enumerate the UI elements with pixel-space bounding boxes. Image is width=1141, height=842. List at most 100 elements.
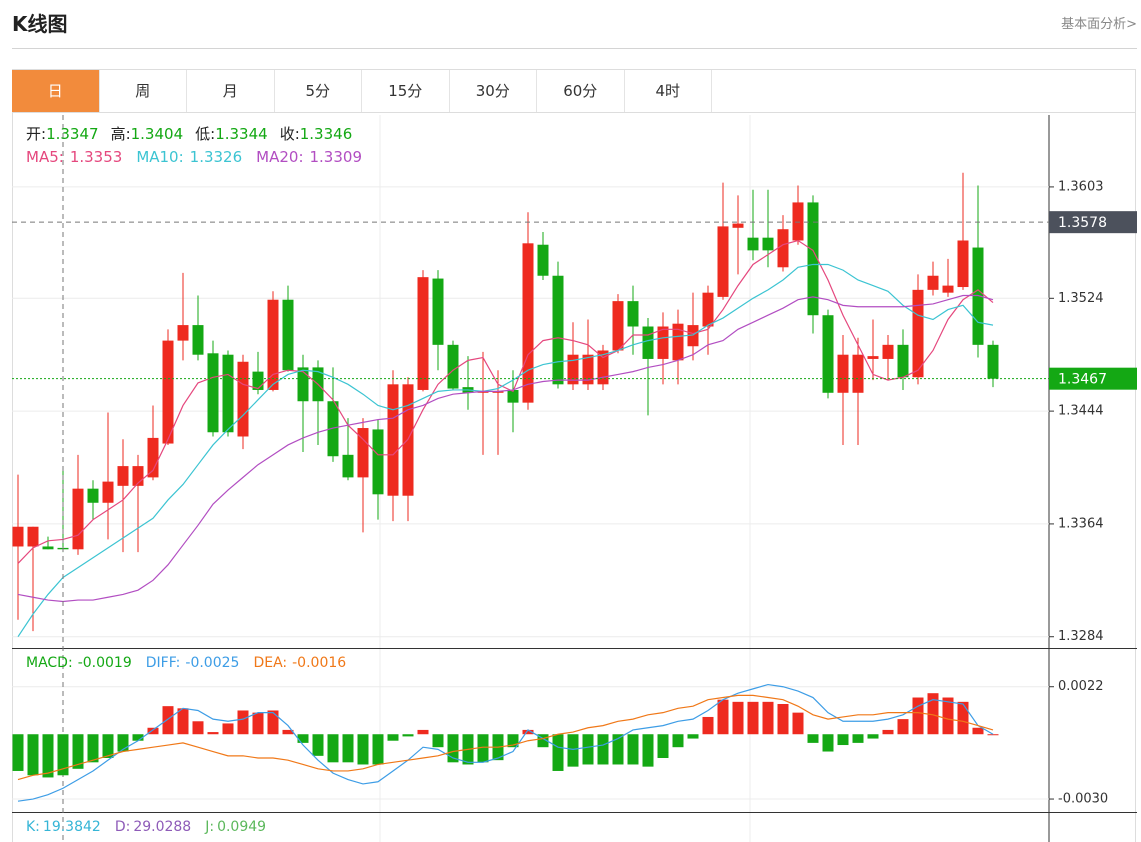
candle-body <box>252 371 264 390</box>
period-tab[interactable]: 4时 <box>625 70 712 112</box>
fundamental-link[interactable]: 基本面分析> <box>1061 17 1137 32</box>
candle-body <box>672 323 684 361</box>
period-tab[interactable]: 30分 <box>450 70 537 112</box>
page-title: K线图 <box>12 12 68 36</box>
macd-bar <box>12 734 24 771</box>
macd-bar <box>567 734 579 767</box>
candle-body <box>12 526 24 547</box>
candle-body <box>162 340 174 444</box>
candle-body <box>927 275 939 290</box>
period-tab[interactable]: 周 <box>100 70 187 112</box>
kdj-key: D: <box>115 819 131 835</box>
divider <box>12 48 1137 49</box>
crosshair-box <box>1049 211 1137 234</box>
candle-body <box>597 350 609 385</box>
macd-bar <box>552 734 564 771</box>
candle-body <box>237 361 249 437</box>
macd-value: -0.0025 <box>185 655 239 671</box>
ma-value: 1.3326 <box>190 148 243 166</box>
period-tab[interactable]: 5分 <box>275 70 362 112</box>
macd-bar <box>612 734 624 765</box>
kdj-value: 29.0288 <box>133 819 191 835</box>
candle-body <box>117 466 129 486</box>
candle-body <box>717 226 729 297</box>
candle-body <box>447 344 459 389</box>
candle-body <box>207 353 219 433</box>
candle-body <box>912 289 924 378</box>
ohlc-value: 1.3347 <box>46 125 99 143</box>
candle-body <box>342 454 354 478</box>
candle-body <box>27 526 39 547</box>
period-tab[interactable]: 日 <box>12 70 100 112</box>
ohlc-value: 1.3346 <box>300 125 353 143</box>
macd-bar <box>162 706 174 735</box>
macd-bar <box>852 734 864 743</box>
macd-bar <box>237 710 249 735</box>
macd-bar <box>912 697 924 735</box>
macd-value: -0.0019 <box>78 655 132 671</box>
candle-body <box>702 292 714 327</box>
candle-body <box>972 247 984 345</box>
macd-bar <box>297 734 309 743</box>
candle-body <box>747 237 759 251</box>
ma-line <box>17 263 994 638</box>
macd-bar <box>657 734 669 758</box>
candle-body <box>522 243 534 403</box>
macd-bar <box>717 699 729 735</box>
candle-body <box>537 244 549 276</box>
macd-bar <box>72 734 84 769</box>
macd-bar <box>597 734 609 765</box>
macd-bar <box>102 734 114 758</box>
candle-body <box>102 481 114 503</box>
macd-bar <box>327 734 339 763</box>
macd-bar <box>927 693 939 735</box>
period-tab[interactable]: 月 <box>187 70 275 112</box>
kdj-legend: K: 19.3842 D: 29.0288 J: 0.0949 <box>26 819 266 835</box>
candle-body <box>222 354 234 433</box>
candle-body <box>687 325 699 347</box>
macd-bar <box>417 729 429 735</box>
candle-body <box>327 401 339 457</box>
candle-body <box>657 326 669 359</box>
macd-bar <box>222 723 234 735</box>
candle-body <box>957 240 969 288</box>
ma-value: 1.3353 <box>70 148 123 166</box>
macd-bar <box>627 734 639 765</box>
macd-legend: MACD: -0.0019 DIFF: -0.0025 DEA: -0.0016 <box>26 655 346 671</box>
y-tick-label: 1.3444 <box>1058 404 1104 419</box>
candle-body <box>567 354 579 385</box>
period-tab[interactable]: 60分 <box>537 70 625 112</box>
candle-body <box>72 488 84 550</box>
macd-bar <box>507 734 519 748</box>
macd-bar <box>972 727 984 735</box>
macd-bar <box>897 719 909 735</box>
macd-bar <box>582 734 594 765</box>
candle-body <box>942 285 954 293</box>
macd-bar <box>477 734 489 763</box>
crosshair-label: 1.3578 <box>1058 215 1107 231</box>
candle-body <box>417 277 429 390</box>
period-tab[interactable]: 15分 <box>362 70 450 112</box>
macd-bar <box>882 729 894 735</box>
macd-bar <box>252 712 264 735</box>
macd-key: DEA: <box>253 655 287 671</box>
candle-body <box>507 389 519 403</box>
last-price-box <box>1049 367 1137 390</box>
candle-body <box>552 275 564 385</box>
macd-bar <box>402 734 414 737</box>
kdj-key: K: <box>26 819 40 835</box>
macd-bar <box>387 734 399 741</box>
macd-bar <box>147 727 159 735</box>
macd-bar <box>792 712 804 735</box>
candle-body <box>192 325 204 355</box>
candle-body <box>282 299 294 371</box>
macd-bar <box>747 701 759 735</box>
kdj-value: 19.3842 <box>43 819 101 835</box>
macd-bar <box>27 734 39 776</box>
ohlc-value: 1.3344 <box>215 125 268 143</box>
last-price-label: 1.3467 <box>1058 372 1107 388</box>
macd-bar <box>177 708 189 735</box>
candle-body <box>792 202 804 241</box>
